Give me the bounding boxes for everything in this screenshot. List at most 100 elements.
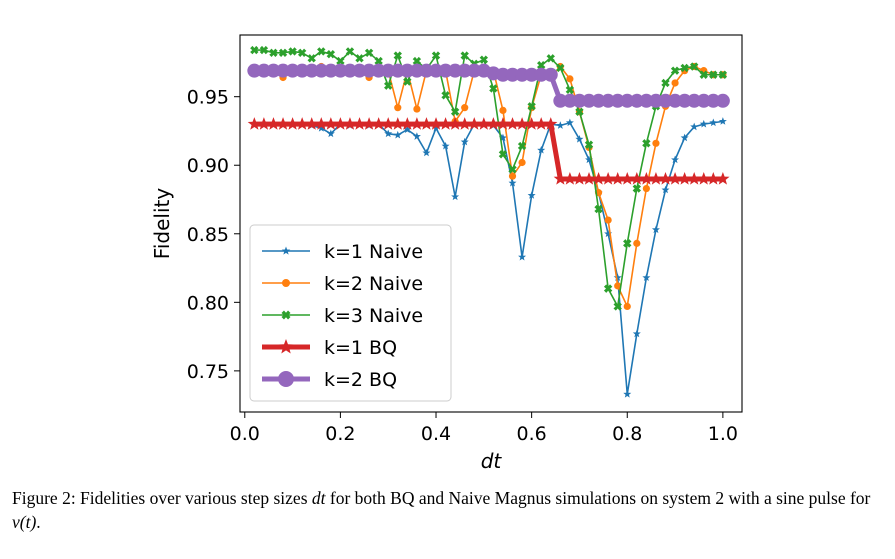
data-point	[412, 132, 421, 140]
data-point	[604, 216, 612, 224]
data-point	[623, 389, 632, 398]
data-point	[687, 171, 701, 185]
data-point	[585, 155, 593, 164]
data-point	[477, 117, 491, 130]
data-point	[412, 56, 422, 66]
data-point	[498, 150, 508, 159]
data-point	[317, 124, 326, 132]
data-point	[527, 191, 536, 199]
data-point	[544, 117, 558, 130]
data-point	[527, 102, 536, 111]
data-point	[394, 104, 402, 112]
data-point	[307, 54, 316, 63]
data-point	[403, 125, 412, 133]
data-point	[690, 122, 699, 131]
data-point	[680, 133, 689, 142]
series-k-2-bq	[247, 63, 730, 108]
data-point	[371, 117, 386, 130]
data-point	[422, 148, 431, 157]
data-point	[496, 117, 510, 130]
x-axis-label: dt	[481, 449, 503, 473]
data-point	[333, 117, 348, 130]
legend-item: k=2 Naive	[262, 273, 423, 295]
legend-marker	[281, 310, 291, 320]
data-point	[546, 54, 555, 63]
legend-item: k=1 BQ	[262, 337, 397, 359]
legend-label: k=3 Naive	[324, 305, 423, 327]
data-point	[317, 47, 326, 56]
figure-caption: Figure 2: Fidelities over various step s…	[12, 486, 888, 534]
data-point	[601, 171, 615, 185]
series-layer	[247, 45, 730, 398]
data-point	[297, 48, 307, 58]
data-point	[517, 141, 527, 151]
data-point	[451, 192, 460, 201]
data-point	[623, 302, 631, 311]
data-point	[518, 158, 526, 167]
data-point	[537, 60, 546, 70]
data-point	[553, 171, 567, 185]
data-point	[556, 121, 565, 129]
caption-end: .	[36, 512, 41, 532]
data-point	[677, 171, 692, 185]
data-point	[630, 171, 644, 185]
data-point	[709, 70, 718, 79]
data-point	[671, 155, 680, 164]
data-point	[278, 48, 288, 58]
data-point	[432, 124, 441, 132]
data-point	[461, 104, 469, 112]
caption-body: for both BQ and Naive Magnus simulations…	[325, 488, 871, 508]
data-point	[448, 117, 462, 130]
data-point	[479, 55, 489, 64]
x-tick-label: 1.0	[708, 423, 738, 445]
data-point	[642, 184, 650, 193]
legend-marker	[278, 339, 294, 354]
data-point	[508, 172, 517, 180]
data-point	[534, 117, 548, 130]
data-point	[460, 51, 469, 60]
data-point	[336, 56, 345, 66]
data-point	[584, 140, 594, 149]
data-point	[594, 204, 603, 214]
data-point	[314, 117, 328, 130]
data-point	[384, 129, 393, 138]
data-point	[489, 84, 498, 93]
legend-label: k=1 BQ	[324, 337, 397, 359]
data-point	[556, 63, 565, 73]
data-point	[508, 165, 517, 174]
caption-label: Figure 2: Fidelities over various step s…	[12, 488, 312, 508]
data-point	[563, 171, 577, 185]
legend-label: k=1 Naive	[324, 241, 423, 263]
data-point	[364, 48, 374, 58]
y-axis-label: Fidelity	[150, 188, 174, 260]
data-point	[652, 139, 660, 147]
legend-item: k=1 Naive	[262, 241, 423, 263]
legend: k=1 Naive k=2 Naive k=3 Naive k=1 BQ k=2 BQ	[249, 224, 452, 402]
legend-item: k=3 Naive	[262, 305, 423, 327]
data-point	[285, 117, 300, 130]
data-point	[438, 117, 453, 130]
data-point	[326, 129, 335, 138]
data-point	[575, 107, 584, 116]
caption-var-vt: v(t)	[12, 512, 37, 532]
data-point	[565, 85, 575, 95]
data-point	[508, 178, 517, 187]
data-point	[441, 91, 450, 100]
data-point	[613, 302, 622, 311]
data-point	[649, 171, 663, 185]
data-point	[276, 117, 290, 130]
data-point	[391, 117, 405, 130]
data-point	[269, 48, 278, 58]
data-point	[257, 117, 271, 130]
data-point	[518, 252, 527, 261]
series-line	[254, 121, 723, 182]
data-point	[651, 225, 660, 234]
data-point	[591, 171, 606, 185]
data-point	[288, 47, 297, 56]
data-point	[467, 117, 481, 130]
data-point	[670, 66, 680, 75]
plot-frame	[239, 34, 743, 413]
data-point	[259, 45, 269, 55]
data-point	[486, 117, 501, 130]
axes-layer: 0.0 0.2 0.4 0.6 0.8 1.0 0.75 0.80 0.85 0.90 0.95 dt…	[150, 34, 743, 473]
